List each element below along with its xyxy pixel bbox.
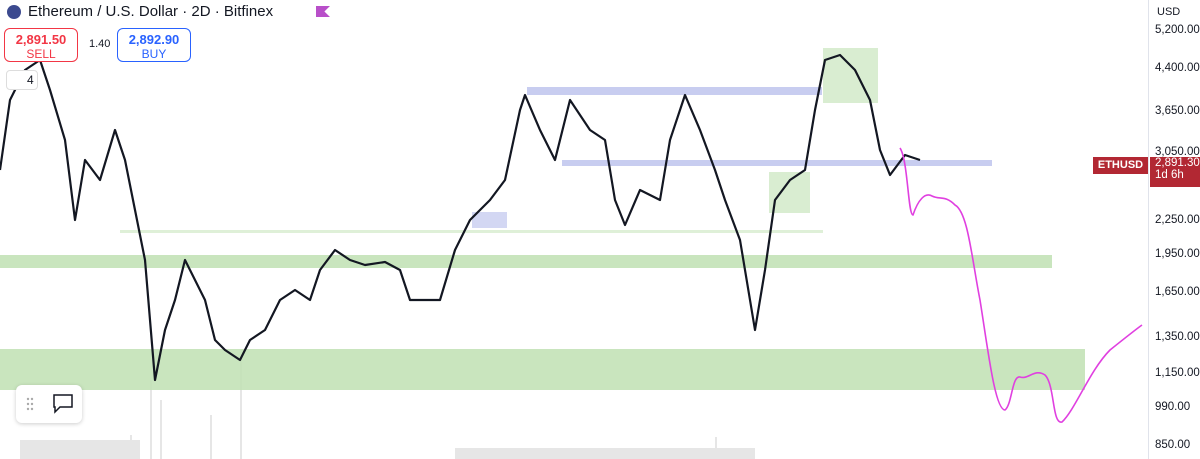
- price-label: 5,200.00: [1155, 24, 1200, 36]
- price-label: 1,950.00: [1155, 248, 1200, 260]
- volume: [20, 360, 755, 459]
- price-line: [0, 53, 921, 382]
- price-chart: [0, 48, 1143, 459]
- resistance-band: [527, 87, 822, 95]
- price-label: 4,400.00: [1155, 62, 1200, 74]
- symbol-logo: [7, 5, 21, 19]
- flag-icon[interactable]: [316, 6, 330, 17]
- buy-price: 2,892.90: [128, 32, 180, 47]
- highlight-box: [823, 48, 878, 103]
- resistance-band: [562, 160, 992, 166]
- projection-path: [899, 147, 1143, 423]
- buy-button[interactable]: 2,892.90 BUY: [117, 28, 191, 62]
- sell-button[interactable]: 2,891.50 SELL: [4, 28, 78, 62]
- price-label: 850.00: [1155, 439, 1191, 451]
- tool-icons: [26, 394, 73, 414]
- countdown: 1d 6h: [1155, 169, 1184, 181]
- price-label: 2,250.00: [1155, 214, 1200, 226]
- sell-label: SELL: [26, 47, 56, 61]
- sell-price: 2,891.50: [15, 32, 67, 47]
- price-label: 3,050.00: [1155, 146, 1200, 158]
- price-tag: 2,891.30 1d 6h: [1150, 157, 1200, 187]
- indicator-toggle[interactable]: 4: [6, 70, 38, 90]
- price-label: 3,650.00: [1155, 105, 1200, 117]
- spread: 1.40: [89, 38, 111, 50]
- buy-label: BUY: [141, 47, 167, 61]
- highlight-box: [769, 172, 810, 213]
- highlight-box: [472, 212, 507, 228]
- price-label: 1,150.00: [1155, 367, 1200, 379]
- symbol-tag: ETHUSD: [1093, 157, 1148, 174]
- support-zone: [0, 255, 1052, 268]
- support-zone: [0, 349, 1085, 390]
- chart-title: Ethereum / U.S. Dollar · 2D · Bitfinex: [28, 3, 274, 20]
- price-axis: USD 5,200.00 4,400.00 3,650.00 3,050.00 2,25…: [1148, 0, 1200, 459]
- currency: USD: [1157, 6, 1181, 18]
- price-label: 1,350.00: [1155, 331, 1200, 343]
- level-line: [120, 230, 823, 233]
- price-label: 1,650.00: [1155, 286, 1200, 298]
- last-price: 2,891.30: [1155, 157, 1200, 169]
- drawing-tools[interactable]: [16, 385, 82, 423]
- price-label: 990.00: [1155, 401, 1191, 413]
